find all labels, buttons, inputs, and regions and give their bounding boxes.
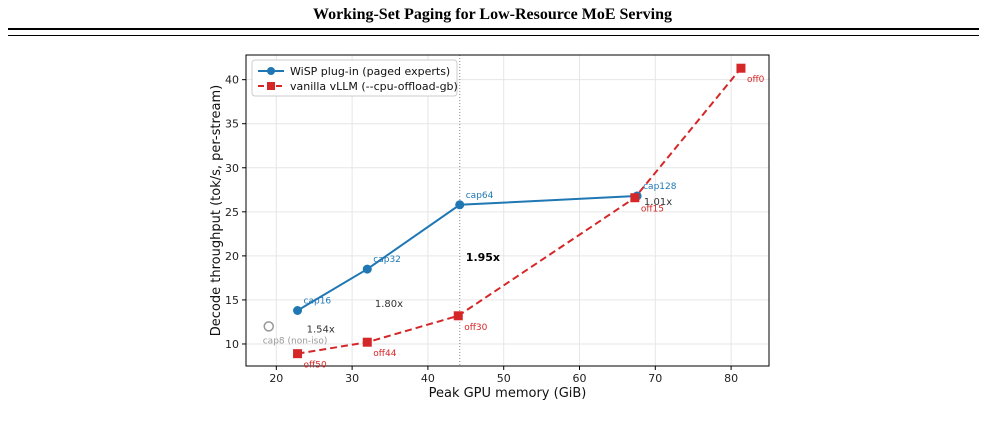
series-line-1 <box>297 67 742 355</box>
point-label: cap64 <box>466 191 494 201</box>
y-axis-label: Decode throughput (tok/s, per-stream) <box>209 85 224 336</box>
point-label: off50 <box>304 361 327 371</box>
x-tick-label: 20 <box>269 372 283 385</box>
data-point <box>630 193 640 203</box>
data-point <box>736 63 746 73</box>
plot-frame <box>245 54 770 367</box>
grid-layer <box>246 55 769 366</box>
ticks-layer: 20 30 40 50 60 70 80 10 15 20 25 30 35 40 <box>225 74 738 385</box>
point-label: off15 <box>641 205 664 215</box>
legend: WiSP plug-in (paged experts) vanilla vLLM… <box>251 59 458 97</box>
data-point <box>362 337 372 347</box>
speedup-annotation: 1.54x <box>307 325 335 336</box>
legend-marker <box>267 67 275 75</box>
legend-marker <box>267 82 275 90</box>
point-label: cap16 <box>304 296 332 306</box>
point-label: off0 <box>747 75 765 85</box>
y-tick-label: 30 <box>225 162 239 175</box>
extra-data-point <box>263 321 274 332</box>
data-point <box>293 305 303 315</box>
x-tick-label: 70 <box>648 372 662 385</box>
page-title: Working-Set Paging for Low-Resource MoE … <box>313 6 672 23</box>
x-tick-label: 60 <box>573 372 587 385</box>
point-label: cap32 <box>373 255 401 265</box>
labels-layer: cap16 cap32 cap64 cap128 off50 off44 off30 off1… <box>263 75 765 370</box>
legend-entry: WiSP plug-in (paged experts) <box>290 65 450 78</box>
speedup-annotation: 1.95x <box>466 251 500 264</box>
point-label: off30 <box>464 323 487 333</box>
speedup-annotation: 1.01x <box>644 197 672 208</box>
data-point <box>453 311 463 321</box>
series-line-0 <box>297 194 638 312</box>
x-tick-label: 50 <box>497 372 511 385</box>
series-layer <box>263 63 746 359</box>
x-axis-label: Peak GPU memory (GiB) <box>429 386 587 401</box>
header-rule-thin <box>8 35 979 36</box>
speedup-annotation: 1.80x <box>375 299 403 310</box>
legend-entry: vanilla vLLM (--cpu-offload-gb) <box>290 80 458 93</box>
data-point <box>293 349 303 359</box>
x-tick-label: 40 <box>421 372 435 385</box>
header-rule-thick <box>8 28 979 30</box>
y-tick-label: 15 <box>225 294 239 307</box>
y-tick-label: 25 <box>225 206 239 219</box>
data-point <box>362 264 372 274</box>
y-tick-label: 10 <box>225 338 239 351</box>
point-label: off44 <box>373 349 396 359</box>
y-tick-label: 20 <box>225 250 239 263</box>
data-point <box>455 200 465 210</box>
x-tick-label: 80 <box>724 372 738 385</box>
extra-point-label: cap8 (non-iso) <box>263 336 328 346</box>
y-tick-label: 35 <box>225 118 239 131</box>
y-tick-label: 40 <box>225 74 239 87</box>
legend-box <box>251 59 458 97</box>
x-tick-label: 30 <box>345 372 359 385</box>
point-label: cap128 <box>643 182 677 192</box>
